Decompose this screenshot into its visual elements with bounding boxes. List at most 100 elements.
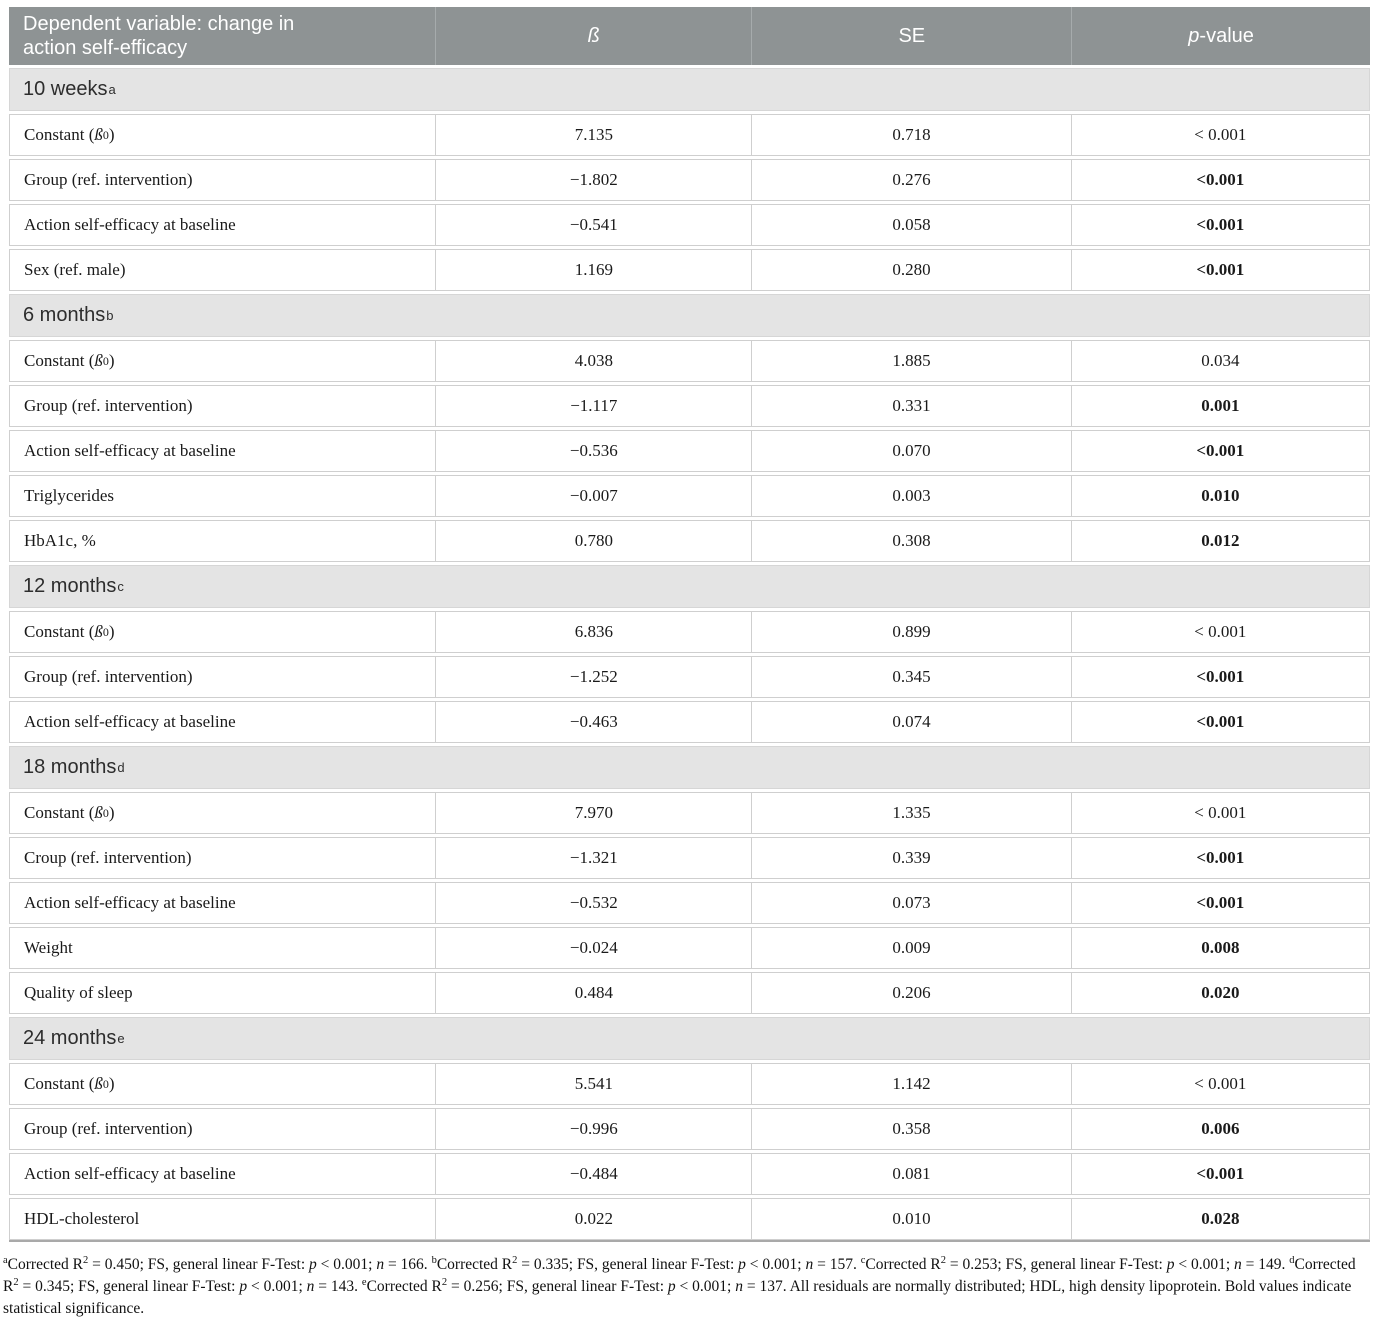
table-row: Constant (ß 0) 7.970 1.335 < 0.001 [9, 792, 1370, 834]
row-label-cell: Constant (ß 0) [24, 351, 115, 370]
table-row: Croup (ref. intervention) −1.321 0.339 <0.0… [9, 837, 1370, 879]
se-label: SE [898, 24, 926, 47]
p-value-cell: 0.006 [1070, 1109, 1369, 1149]
beta-zero-symbol: ß [94, 125, 103, 144]
se-cell: 0.058 [751, 205, 1070, 245]
p-value-cell: <0.001 [1070, 657, 1369, 697]
table-row: Action self-efficacy at baseline −0.541 0.… [9, 204, 1370, 246]
p-value-cell: <0.001 [1070, 431, 1369, 471]
se-cell: 0.073 [751, 883, 1070, 923]
row-label-cell: Weight [24, 938, 73, 957]
section-label: 18 months [23, 756, 117, 778]
regression-table-body: 10 weeks a Constant (ß 0) 7.135 0.718 < 0.001 G… [9, 68, 1370, 1240]
p-value-cell: 0.008 [1070, 928, 1369, 968]
footnote-superscript: e [361, 1276, 367, 1288]
se-cell: 0.718 [751, 115, 1070, 155]
row-label-cell: Group (ref. intervention) [24, 170, 193, 189]
footnote-superscript: c [860, 1254, 866, 1266]
beta-zero-symbol: ß [94, 803, 103, 822]
se-cell: 0.358 [751, 1109, 1070, 1149]
footnote-superscript: 2 [940, 1254, 946, 1266]
footnote-superscript: d [1289, 1254, 1295, 1266]
section-header-row: 6 months b [9, 294, 1370, 337]
table-row: Group (ref. intervention) −0.996 0.358 0.00… [9, 1108, 1370, 1150]
p-value-cell: <0.001 [1070, 1154, 1369, 1194]
row-label-cell: Triglycerides [24, 486, 115, 505]
se-cell: 0.206 [751, 973, 1070, 1013]
se-cell: 0.081 [751, 1154, 1070, 1194]
se-cell: 0.331 [751, 386, 1070, 426]
p-value-cell: <0.001 [1070, 160, 1369, 200]
table-row: Sex (ref. male) 1.169 0.280 <0.001 [9, 249, 1370, 291]
beta-cell: −0.463 [435, 702, 751, 742]
table-row: Weight −0.024 0.009 0.008 [9, 927, 1370, 969]
se-cell: 0.280 [751, 250, 1070, 290]
section-header-row: 12 months c [9, 565, 1370, 608]
se-cell: 0.003 [751, 476, 1070, 516]
row-label-cell: Constant (ß 0) [24, 1074, 115, 1093]
beta-cell: −0.532 [435, 883, 751, 923]
footnotes: aCorrected R2 = 0.450; FS, general linea… [3, 1254, 1356, 1317]
row-label-cell: HbA1c, % [24, 531, 96, 550]
row-label-cell: Constant (ß 0) [24, 803, 115, 822]
se-cell: 1.335 [751, 793, 1070, 833]
p-value-cell: < 0.001 [1070, 612, 1369, 652]
row-label-cell: Action self-efficacy at baseline [24, 441, 236, 460]
row-label-cell: Sex (ref. male) [24, 260, 126, 279]
beta-cell: 0.780 [435, 521, 751, 561]
beta-cell: −1.252 [435, 657, 751, 697]
section-label: 10 weeks [23, 78, 108, 100]
beta-cell: 7.135 [435, 115, 751, 155]
beta-cell: 7.970 [435, 793, 751, 833]
footnote-superscript: b [431, 1254, 437, 1266]
row-label-cell: Action self-efficacy at baseline [24, 893, 236, 912]
beta-cell: 6.836 [435, 612, 751, 652]
table-row: HbA1c, % 0.780 0.308 0.012 [9, 520, 1370, 562]
p-value-cell: 0.001 [1070, 386, 1369, 426]
section-header-row: 18 months d [9, 746, 1370, 789]
se-cell: 0.009 [751, 928, 1070, 968]
table-row: Constant (ß 0) 5.541 1.142 < 0.001 [9, 1063, 1370, 1105]
footnote-superscript: a [3, 1254, 8, 1266]
row-label-cell: Group (ref. intervention) [24, 667, 193, 686]
table-row: Group (ref. intervention) −1.117 0.331 0.00… [9, 385, 1370, 427]
p-value-cell: <0.001 [1070, 883, 1369, 923]
table-row: Quality of sleep 0.484 0.206 0.020 [9, 972, 1370, 1014]
beta-cell: −0.536 [435, 431, 751, 471]
footnote-superscript: 2 [83, 1254, 89, 1266]
header-cell-p-value: p-value [1071, 7, 1370, 65]
footnote-superscript: 2 [441, 1276, 448, 1288]
header-cell-beta: ß [434, 7, 751, 65]
row-label-cell: Action self-efficacy at baseline [24, 1164, 236, 1183]
p-value-cell: <0.001 [1070, 702, 1369, 742]
beta-symbol: ß [587, 24, 600, 47]
se-cell: 0.339 [751, 838, 1070, 878]
beta-cell: 5.541 [435, 1064, 751, 1104]
beta-cell: 0.022 [435, 1199, 751, 1239]
table-row: Constant (ß 0) 7.135 0.718 < 0.001 [9, 114, 1370, 156]
beta-cell: −0.007 [435, 476, 751, 516]
se-cell: 0.070 [751, 431, 1070, 471]
p-value-cell: 0.020 [1070, 973, 1369, 1013]
se-cell: 0.308 [751, 521, 1070, 561]
se-cell: 0.899 [751, 612, 1070, 652]
p-value-cell: 0.010 [1070, 476, 1369, 516]
beta-cell: −0.541 [435, 205, 751, 245]
se-cell: 0.276 [751, 160, 1070, 200]
beta-zero-symbol: ß [94, 622, 103, 641]
section-header-row: 10 weeks a [9, 68, 1370, 111]
header-dependent-variable-label: Dependent variable: change in action sel… [23, 13, 295, 59]
p-value-label: p-value [1188, 24, 1254, 47]
se-cell: 0.010 [751, 1199, 1070, 1239]
table-row: Action self-efficacy at baseline −0.536 0.… [9, 430, 1370, 472]
beta-cell: 0.484 [435, 973, 751, 1013]
table-header-row: Dependent variable: change in action sel… [9, 7, 1370, 65]
p-value-cell: < 0.001 [1070, 115, 1369, 155]
beta-zero-symbol: ß [94, 1074, 103, 1093]
row-label-cell: Group (ref. intervention) [24, 396, 193, 415]
p-value-cell: <0.001 [1070, 250, 1369, 290]
p-value-cell: < 0.001 [1070, 1064, 1369, 1104]
page: { "colors": { "header_bg": "#8e9394", "h… [0, 7, 1375, 1317]
table-row: Group (ref. intervention) −1.252 0.345 <0.0… [9, 656, 1370, 698]
row-label-cell: Group (ref. intervention) [24, 1119, 193, 1138]
